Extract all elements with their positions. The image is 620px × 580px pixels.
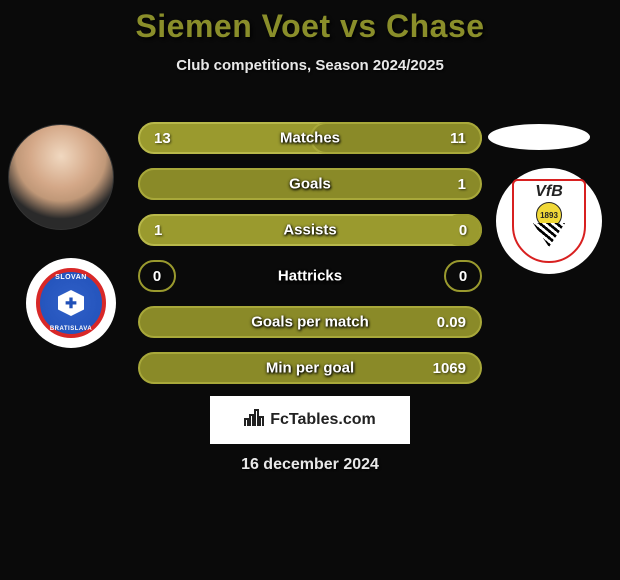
slovan-text-top: SLOVAN xyxy=(55,274,87,281)
stat-row: 1069 Min per goal xyxy=(138,352,482,384)
stat-label: Min per goal xyxy=(266,360,354,377)
stat-value-right: 0 xyxy=(459,268,467,285)
stat-label: Hattricks xyxy=(278,268,342,285)
stat-row: 13 11 Matches xyxy=(138,122,482,154)
club-logo-right-oval xyxy=(488,124,590,150)
club-logo-right: VfB 1893 xyxy=(496,168,602,274)
date-text: 16 december 2024 xyxy=(241,456,379,474)
stat-pill-right: 0 xyxy=(444,260,482,292)
stat-pill-left: 0 xyxy=(138,260,176,292)
stat-label: Matches xyxy=(280,130,340,147)
club-logo-left: SLOVAN ✚ BRATISLAVA xyxy=(26,258,116,348)
page-subtitle: Club competitions, Season 2024/2025 xyxy=(0,57,620,74)
header: Siemen Voet vs Chase Club competitions, … xyxy=(0,0,620,74)
stat-label: Goals xyxy=(289,176,331,193)
stat-label: Goals per match xyxy=(251,314,369,331)
vfb-text: VfB xyxy=(535,183,563,201)
stat-value-right: 1069 xyxy=(433,360,466,377)
cross-icon: ✚ xyxy=(65,295,77,312)
stats-container: 1311Matches01Goals10Assists00Hattricks0.… xyxy=(138,122,482,398)
watermark: FcTables.com xyxy=(210,396,410,444)
slovan-badge: SLOVAN ✚ BRATISLAVA xyxy=(36,268,106,338)
page-title: Siemen Voet vs Chase xyxy=(0,8,620,45)
stat-value-right: 11 xyxy=(450,130,466,147)
stat-pill-right: 0 xyxy=(444,214,482,246)
stat-row: 0.09 Goals per match xyxy=(138,306,482,338)
vfb-badge: VfB 1893 xyxy=(512,179,586,263)
stat-row: 01Goals xyxy=(138,168,482,200)
stat-row: 0 0 Hattricks xyxy=(138,260,482,292)
stat-row: 1 0 Assists xyxy=(138,214,482,246)
chart-icon xyxy=(244,409,264,432)
slovan-text-bottom: BRATISLAVA xyxy=(50,326,92,332)
stat-value-left: 0 xyxy=(153,268,161,285)
vfb-stripes-icon xyxy=(533,223,565,247)
watermark-text: FcTables.com xyxy=(270,411,376,429)
stat-label: Assists xyxy=(283,222,336,239)
player-photo-left xyxy=(8,124,114,230)
stat-value-right: 1 xyxy=(458,176,466,193)
stat-value-left: 13 xyxy=(154,130,171,147)
stat-value-right: 0 xyxy=(459,222,467,239)
stat-value-left: 1 xyxy=(154,222,162,239)
stat-value-right: 0.09 xyxy=(437,314,466,331)
slovan-crest: ✚ xyxy=(58,290,84,316)
